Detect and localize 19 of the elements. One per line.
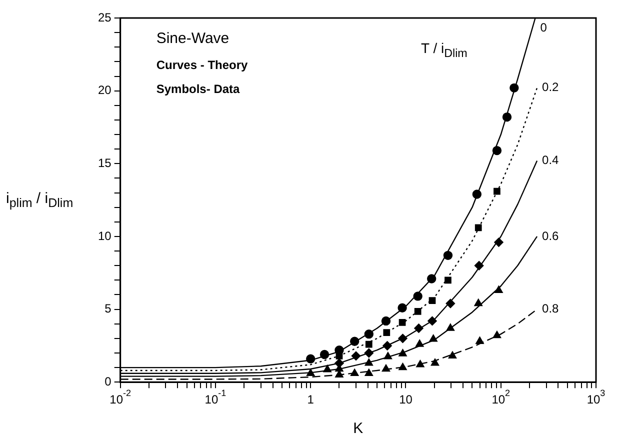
series-label: 0.2 <box>542 80 560 94</box>
y-tick-label: 5 <box>104 302 112 316</box>
y-tick-label: 25 <box>98 10 112 24</box>
annotation: Symbols- Data <box>156 82 240 96</box>
y-tick-label: 10 <box>98 228 112 243</box>
annotation: Sine-Wave <box>156 30 230 47</box>
legend-title: T / i$_{Dlim}$ <box>421 40 468 60</box>
x-tick-label: 1 <box>307 392 314 406</box>
annotation: Curves - Theory <box>156 58 248 72</box>
series-label: 0.4 <box>542 153 560 168</box>
y-tick-label: 15 <box>98 156 112 170</box>
series-label: 0.6 <box>542 228 560 243</box>
y-tick-label: 20 <box>98 83 112 98</box>
x-axis-title: K <box>353 420 364 438</box>
x-tick-label: 10 <box>399 392 413 406</box>
series-label: 0.8 <box>542 302 560 316</box>
y-tick-label: 0 <box>104 374 112 388</box>
y-axis-title: i$_{plim}$ / i$_{Dlim}$ <box>6 190 74 210</box>
series-label: 0 <box>540 20 548 34</box>
